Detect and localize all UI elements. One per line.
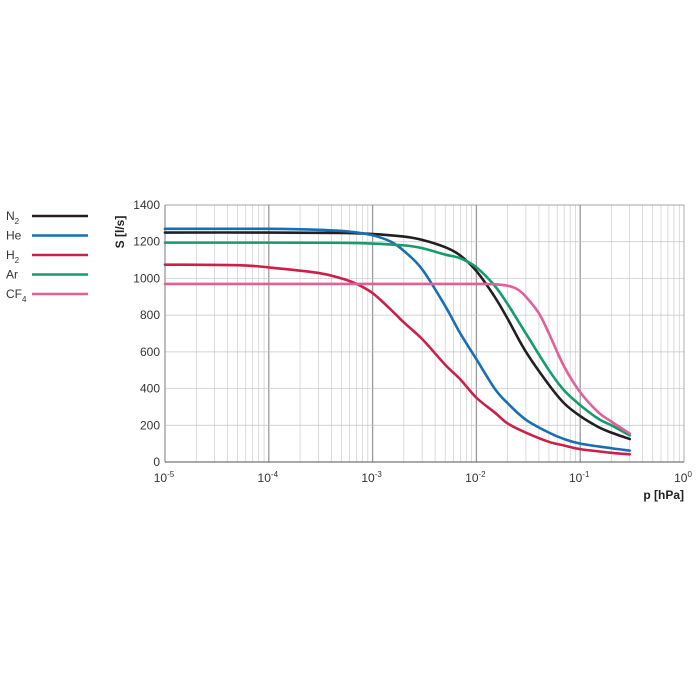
legend-label: He (6, 229, 22, 243)
legend-item-he: He (6, 229, 88, 243)
x-tick-label: 10-4 (258, 470, 279, 485)
x-tick-labels: 10-5 10-4 10-3 10-2 10-1 100 (154, 470, 693, 485)
legend: N2 He H2 Ar CF4 (6, 209, 88, 304)
y-tick-label: 200 (140, 418, 160, 432)
legend-item-cf4: CF4 (6, 287, 88, 304)
legend-item-n2: N2 (6, 209, 88, 226)
y-tick-label: 0 (153, 455, 160, 469)
series-line-ar (163, 241, 632, 437)
legend-label: Ar (6, 268, 18, 282)
x-tick-label: 100 (674, 470, 692, 485)
x-tick-label: 10-5 (154, 470, 175, 485)
series-line-h2 (163, 263, 632, 456)
y-tick-label: 400 (140, 382, 160, 396)
x-tick-label: 10-1 (569, 470, 590, 485)
y-tick-label: 600 (140, 345, 160, 359)
legend-item-ar: Ar (6, 268, 88, 282)
x-axis-title: p [hPa] (643, 488, 684, 502)
legend-label: N2 (6, 209, 20, 226)
y-tick-labels: 0 200 400 600 800 1000 1200 1400 (133, 198, 160, 469)
legend-item-h2: H2 (6, 248, 88, 265)
y-tick-label: 1000 (133, 271, 160, 285)
legend-label: H2 (6, 248, 20, 265)
y-tick-label: 800 (140, 308, 160, 322)
series-line-cf4 (163, 282, 632, 435)
series-line-he (163, 227, 632, 452)
legend-label: CF4 (6, 287, 27, 304)
x-tick-label: 10-3 (361, 470, 382, 485)
y-axis-title: S [l/s] (113, 216, 127, 249)
x-tick-label: 10-2 (465, 470, 486, 485)
y-tick-label: 1400 (133, 198, 160, 212)
series-layer (163, 227, 632, 456)
y-tick-label: 1200 (133, 235, 160, 249)
